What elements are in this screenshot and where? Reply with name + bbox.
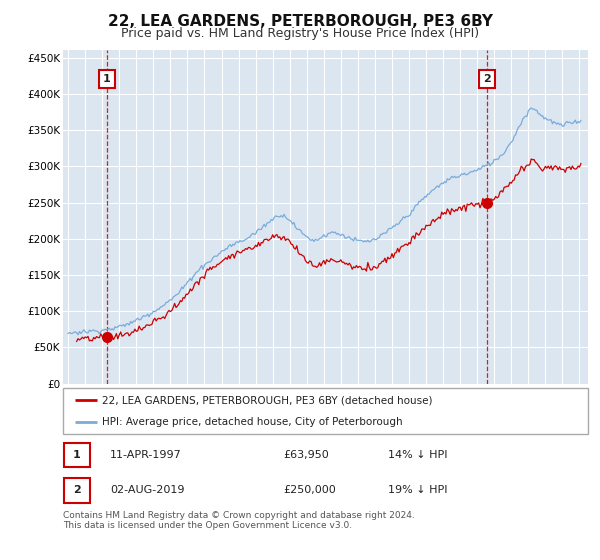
Text: 2: 2 xyxy=(483,74,491,85)
Text: 02-AUG-2019: 02-AUG-2019 xyxy=(110,486,185,496)
Text: 1: 1 xyxy=(73,450,80,460)
Text: 22, LEA GARDENS, PETERBOROUGH, PE3 6BY (detached house): 22, LEA GARDENS, PETERBOROUGH, PE3 6BY (… xyxy=(103,395,433,405)
Text: 14% ↓ HPI: 14% ↓ HPI xyxy=(389,450,448,460)
Text: Price paid vs. HM Land Registry's House Price Index (HPI): Price paid vs. HM Land Registry's House … xyxy=(121,27,479,40)
Text: 19% ↓ HPI: 19% ↓ HPI xyxy=(389,486,448,496)
Text: HPI: Average price, detached house, City of Peterborough: HPI: Average price, detached house, City… xyxy=(103,417,403,427)
Text: 2: 2 xyxy=(73,486,80,496)
FancyBboxPatch shape xyxy=(63,388,588,434)
Text: £250,000: £250,000 xyxy=(284,486,336,496)
FancyBboxPatch shape xyxy=(64,442,90,467)
Text: 11-APR-1997: 11-APR-1997 xyxy=(110,450,182,460)
Text: Contains HM Land Registry data © Crown copyright and database right 2024.
This d: Contains HM Land Registry data © Crown c… xyxy=(63,511,415,530)
FancyBboxPatch shape xyxy=(64,478,90,503)
Text: £63,950: £63,950 xyxy=(284,450,329,460)
Text: 1: 1 xyxy=(103,74,111,85)
Text: 22, LEA GARDENS, PETERBOROUGH, PE3 6BY: 22, LEA GARDENS, PETERBOROUGH, PE3 6BY xyxy=(107,14,493,29)
